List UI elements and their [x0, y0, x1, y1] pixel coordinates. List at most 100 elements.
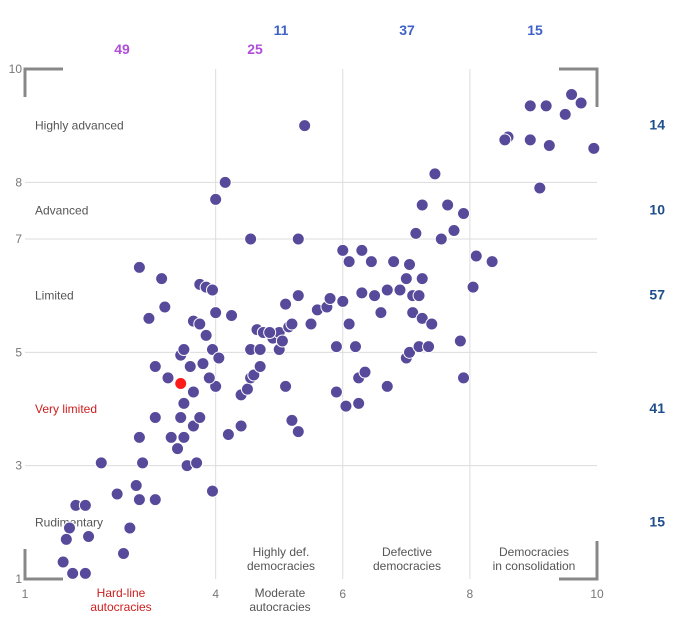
data-point [329, 385, 343, 399]
data-point [82, 530, 96, 543]
x-category-label: Moderate [255, 586, 306, 600]
data-point [355, 243, 369, 257]
x-tick-label: 6 [339, 587, 346, 601]
x-category-count: 49 [114, 41, 130, 57]
data-point [110, 487, 124, 501]
data-point [374, 306, 388, 320]
data-point [348, 340, 362, 354]
data-point [323, 292, 337, 305]
data-point [406, 306, 420, 320]
data-point [279, 297, 293, 311]
data-point [148, 411, 162, 424]
data-point [117, 547, 131, 560]
data-point [336, 243, 350, 257]
x-category-count: 25 [247, 41, 263, 57]
data-point [155, 272, 169, 286]
data-point [263, 326, 277, 339]
y-tick-label: 5 [15, 345, 22, 359]
data-point [329, 340, 343, 354]
data-point [441, 198, 455, 212]
data-point [193, 317, 207, 331]
data-point [428, 167, 442, 181]
y-tick-label: 7 [15, 232, 22, 246]
x-category-count: 11 [274, 22, 289, 38]
data-point [342, 317, 356, 331]
x-category-label: democracies [247, 559, 315, 573]
data-point [539, 99, 553, 113]
y-category-count: 10 [649, 202, 665, 218]
data-point [285, 413, 299, 427]
data-point [240, 382, 254, 396]
data-point [158, 300, 172, 314]
data-point [177, 343, 191, 356]
data-point [457, 371, 471, 385]
data-point [123, 521, 137, 535]
data-point [78, 566, 92, 580]
data-point [59, 532, 73, 546]
data-point [62, 521, 76, 535]
data-point [587, 141, 601, 155]
data-point [447, 224, 461, 237]
data-point [380, 379, 394, 393]
data-point [409, 226, 423, 240]
data-point [234, 419, 248, 433]
data-point [565, 88, 579, 101]
data-point [205, 283, 219, 297]
x-tick-label: 10 [590, 587, 604, 601]
data-point [533, 181, 547, 195]
x-category-count: 15 [527, 22, 543, 38]
data-point [364, 255, 378, 269]
data-point [415, 272, 429, 286]
x-category-label: autocracies [249, 600, 310, 614]
data-point [279, 379, 293, 393]
y-tick-label: 8 [15, 175, 22, 189]
data-point [164, 430, 178, 444]
data-point [355, 286, 369, 300]
data-point [469, 249, 483, 263]
data-point [148, 360, 162, 373]
data-point [129, 479, 143, 492]
data-point [225, 309, 239, 322]
data-point [304, 317, 318, 331]
data-point [453, 334, 467, 348]
x-category-count: 37 [399, 22, 415, 38]
data-point [498, 133, 512, 147]
x-category-label: autocracies [90, 600, 151, 614]
data-point [78, 498, 92, 512]
corner-mark-top-right [559, 67, 599, 107]
data-point [209, 192, 223, 206]
data-point [457, 207, 471, 220]
data-point [434, 232, 448, 246]
data-point [542, 139, 556, 152]
data-point [202, 371, 216, 385]
data-point [466, 280, 480, 294]
data-point [199, 328, 213, 342]
y-tick-label: 1 [15, 572, 22, 586]
corner-mark-top-left [23, 67, 63, 97]
x-tick-label: 1 [22, 587, 29, 601]
data-point [142, 311, 156, 325]
data-point [412, 289, 426, 303]
data-point [368, 289, 382, 303]
data-point [94, 456, 108, 470]
data-point [253, 343, 267, 356]
data-point [275, 334, 289, 348]
data-point [253, 360, 267, 373]
data-point [171, 442, 185, 456]
data-point [342, 255, 356, 269]
x-category-label: Highly def. [253, 545, 310, 559]
data-point [209, 306, 223, 320]
data-point [285, 317, 299, 331]
y-category-count: 14 [649, 117, 665, 133]
y-tick-label: 3 [15, 459, 22, 473]
data-point [358, 365, 372, 379]
data-point [161, 371, 175, 385]
data-point [352, 396, 366, 410]
x-category-label: Defective [382, 545, 432, 559]
data-point [66, 566, 80, 580]
data-point [523, 133, 537, 147]
y-category-label: Advanced [35, 204, 88, 218]
data-point [393, 283, 407, 297]
x-category-label: democracies [373, 559, 441, 573]
